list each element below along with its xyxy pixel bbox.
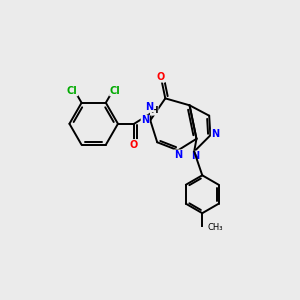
Text: N: N <box>141 115 149 125</box>
Text: O: O <box>157 72 165 82</box>
Text: N: N <box>212 129 220 139</box>
Text: H: H <box>150 106 158 115</box>
Text: N: N <box>191 151 200 161</box>
Text: N: N <box>174 150 182 160</box>
Text: Cl: Cl <box>67 86 78 96</box>
Text: N: N <box>146 102 154 112</box>
Text: CH₃: CH₃ <box>207 223 223 232</box>
Text: O: O <box>130 140 138 150</box>
Text: Cl: Cl <box>110 86 120 96</box>
